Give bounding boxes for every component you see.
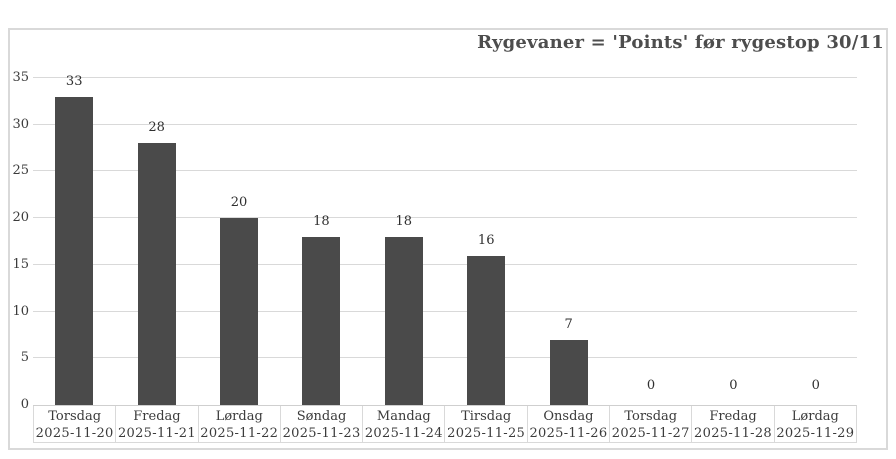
x-category-date: 2025-11-26 <box>529 426 608 441</box>
y-gridline <box>33 77 857 78</box>
bar-value-label: 0 <box>646 378 656 393</box>
y-tick-label: 0 <box>20 397 29 412</box>
x-category-day: Lørdag <box>215 409 263 424</box>
x-category-day: Søndag <box>296 409 347 424</box>
bar-column: 16 <box>445 78 527 405</box>
bar[interactable] <box>467 255 506 405</box>
bar-column: 7 <box>527 78 609 405</box>
bar-column: 20 <box>198 78 280 405</box>
bar-value-label: 18 <box>313 213 330 229</box>
y-tick-label: 30 <box>12 116 29 132</box>
y-tick-label: 20 <box>12 210 29 226</box>
x-category-date: 2025-11-29 <box>776 426 855 441</box>
y-tick-label: 15 <box>12 256 29 272</box>
y-tick-label: 10 <box>12 303 29 319</box>
x-category-day: Fredag <box>709 409 757 424</box>
x-category-cell: Onsdag 2025-11-26 <box>526 406 609 442</box>
x-axis: Torsdag 2025-11-20 Fredag 2025-11-21 Lørdag 2… <box>33 405 857 443</box>
bar-value-label: 16 <box>477 232 495 248</box>
bar-value-label: 28 <box>148 120 165 136</box>
bar-value-label: 7 <box>564 316 573 332</box>
y-gridline <box>33 170 857 172</box>
bar-column: 0 <box>775 78 857 405</box>
y-gridline <box>33 310 857 312</box>
y-tick-label: 25 <box>12 163 29 179</box>
x-category-day: Torsdag <box>624 409 678 424</box>
bar-column: 0 <box>692 78 774 405</box>
bar[interactable] <box>137 143 176 405</box>
x-category-day: Torsdag <box>48 409 102 424</box>
bar[interactable] <box>384 236 423 405</box>
x-category-date: 2025-11-20 <box>35 426 114 441</box>
x-category-date: 2025-11-22 <box>200 426 279 441</box>
chart-title: Rygevaner = 'Points' før rygestop 30/11 <box>477 32 884 53</box>
bar-column: 33 <box>33 73 115 405</box>
bar-column: 18 <box>363 78 445 405</box>
y-gridline <box>33 263 857 265</box>
bar-value-label: 20 <box>230 195 248 211</box>
x-category-day: Onsdag <box>543 409 594 424</box>
bar[interactable] <box>55 96 94 405</box>
chart-container: Rygevaner = 'Points' før rygestop 30/11 … <box>8 28 888 450</box>
bar-column: 0 <box>610 78 692 405</box>
x-category-cell: Fredag 2025-11-21 <box>115 406 197 442</box>
x-category-cell: Tirsdag 2025-11-25 <box>444 406 526 442</box>
x-category-date: 2025-11-28 <box>694 426 772 441</box>
bar-value-label: 33 <box>65 73 83 89</box>
x-category-cell: Lørdag 2025-11-22 <box>197 406 280 442</box>
x-category-cell: Søndag 2025-11-23 <box>279 406 362 442</box>
bar-value-label: 18 <box>395 213 413 229</box>
x-category-date: 2025-11-25 <box>447 426 526 441</box>
x-category-day: Tirsdag <box>461 409 512 424</box>
bar[interactable] <box>302 236 341 405</box>
y-gridline <box>33 357 857 359</box>
x-category-day: Lørdag <box>791 409 839 424</box>
x-category-day: Fredag <box>133 409 181 424</box>
bar-value-label: 0 <box>811 378 820 393</box>
y-tick-label: 5 <box>20 350 29 366</box>
bar-value-label: 0 <box>729 378 738 393</box>
x-category-cell: Fredag 2025-11-28 <box>691 406 773 442</box>
y-gridline <box>33 123 857 125</box>
x-category-day: Mandag <box>376 409 431 424</box>
x-category-date: 2025-11-21 <box>117 426 196 441</box>
x-category-cell: Lørdag 2025-11-29 <box>773 406 856 442</box>
x-category-date: 2025-11-24 <box>364 426 443 441</box>
y-gridline <box>33 217 857 219</box>
x-category-date: 2025-11-23 <box>282 426 361 441</box>
x-category-date: 2025-11-27 <box>611 426 690 441</box>
bar-column: 18 <box>280 78 362 405</box>
x-category-cell: Torsdag 2025-11-20 <box>33 406 115 442</box>
x-category-cell: Torsdag 2025-11-27 <box>609 406 691 442</box>
bar[interactable] <box>219 218 258 405</box>
x-category-cell: Mandag 2025-11-24 <box>362 406 444 442</box>
bar[interactable] <box>549 339 588 405</box>
plot-area: 0 5 10 15 20 25 30 35 33 28 20 18 18 16 7 0 0 0 <box>12 71 857 412</box>
bar-column: 28 <box>115 78 197 405</box>
y-tick-label: 35 <box>12 70 29 85</box>
